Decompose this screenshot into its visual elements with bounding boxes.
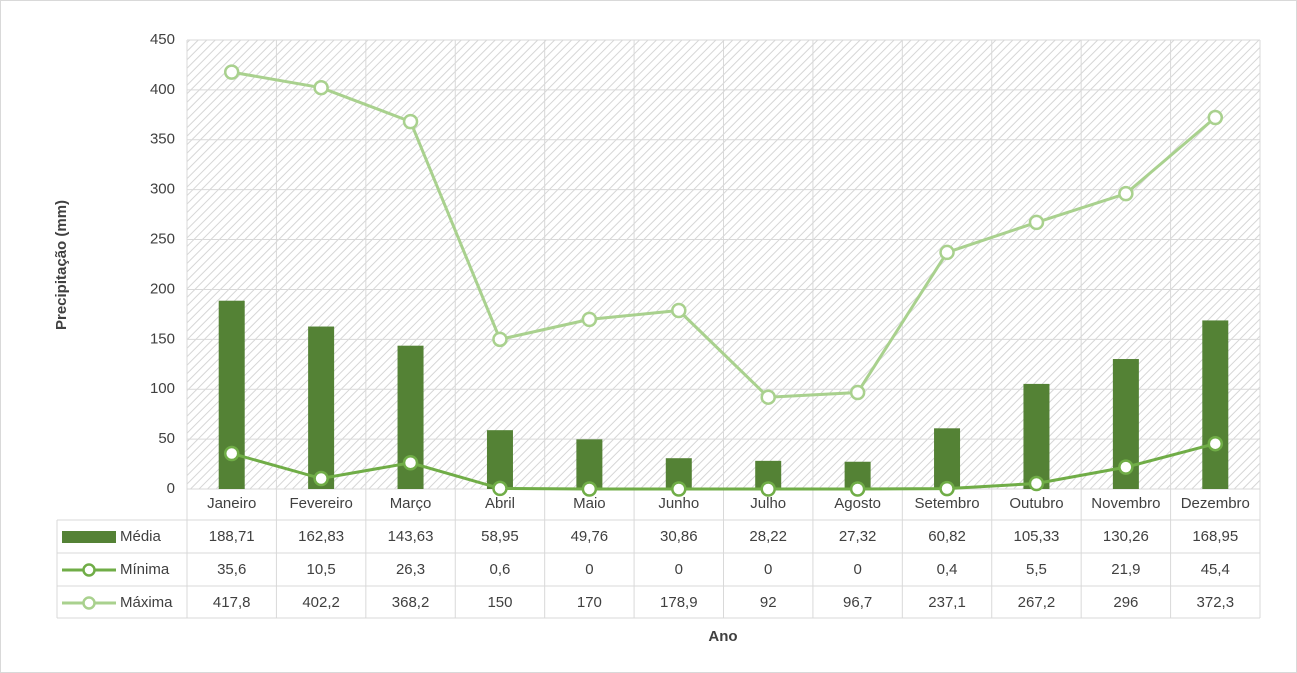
table-cell: 60,82 (928, 528, 966, 545)
table-cell: 178,9 (660, 594, 698, 611)
table-cell: 237,1 (928, 594, 966, 611)
table-cell: 96,7 (843, 594, 872, 611)
table-cell: 28,22 (749, 528, 787, 545)
marker (939, 480, 955, 497)
marker (1028, 214, 1045, 231)
x-axis-title: Ano (708, 628, 737, 645)
marker (671, 302, 687, 319)
y-tick-label: 0 (167, 480, 175, 497)
legend-swatch (62, 531, 116, 543)
x-tick-label: Dezembro (1181, 495, 1250, 512)
marker (402, 455, 419, 471)
marker (581, 311, 598, 328)
marker (313, 470, 329, 487)
table-cell: 402,2 (302, 594, 340, 611)
marker (671, 481, 687, 497)
x-tick-label: Agosto (834, 495, 881, 512)
x-tick-label: Junho (658, 495, 699, 512)
bar (486, 430, 513, 489)
table-cell: 0 (585, 561, 593, 578)
legend-marker (82, 596, 96, 610)
table-cell: 0 (853, 561, 861, 578)
x-tick-label: Janeiro (207, 495, 256, 512)
table-cell: 130,26 (1103, 528, 1149, 545)
x-tick-label: Março (390, 495, 432, 512)
table-cell: 368,2 (392, 594, 430, 611)
x-tick-label: Setembro (915, 495, 980, 512)
table-cell: 105,33 (1014, 528, 1060, 545)
table-cell: 143,63 (388, 528, 434, 545)
marker (849, 384, 866, 401)
x-tick-label: Abril (485, 495, 515, 512)
y-tick-label: 400 (150, 81, 175, 98)
line (231, 70, 1217, 399)
legend-label: Média (120, 528, 162, 545)
marker (1118, 459, 1134, 475)
marker (939, 244, 955, 261)
y-tick-label: 200 (150, 280, 175, 297)
x-tick-label: Julho (750, 495, 786, 512)
y-tick-label: 100 (150, 380, 175, 397)
y-tick-label: 250 (150, 231, 175, 248)
y-tick-label: 300 (150, 181, 175, 198)
bar (1202, 320, 1229, 489)
y-tick-label: 50 (158, 430, 175, 447)
table-cell: 168,95 (1192, 528, 1238, 545)
table-cell: 0 (675, 561, 683, 578)
line (231, 442, 1216, 491)
bar (934, 428, 961, 489)
table-cell: 30,86 (660, 528, 698, 545)
x-tick-label: Outubro (1009, 495, 1063, 512)
bar (576, 439, 603, 489)
marker (223, 445, 240, 462)
table-cell: 26,3 (396, 561, 425, 578)
table-cell: 35,6 (217, 561, 246, 578)
y-tick-label: 350 (150, 131, 175, 148)
table-cell: 150 (487, 594, 512, 611)
marker (492, 480, 508, 497)
table-cell: 0 (764, 561, 772, 578)
marker (1028, 475, 1045, 492)
table-cell: 45,4 (1201, 561, 1230, 578)
x-tick-label: Maio (573, 495, 606, 512)
table-cell: 10,5 (307, 561, 336, 578)
y-axis-title: Precipitação (mm) (53, 200, 70, 330)
x-tick-label: Novembro (1091, 495, 1160, 512)
bar (308, 326, 335, 489)
table-cell: 267,2 (1018, 594, 1056, 611)
marker (581, 481, 598, 497)
marker (492, 331, 508, 348)
bar (1023, 383, 1050, 489)
table-cell: 0,4 (937, 561, 958, 578)
table-cell: 188,71 (209, 528, 255, 545)
marker (1118, 185, 1134, 202)
marker (760, 389, 776, 405)
table-cell: 170 (577, 594, 602, 611)
table-cell: 21,9 (1111, 561, 1140, 578)
table-cell: 162,83 (298, 528, 344, 545)
table-cell: 27,32 (839, 528, 877, 545)
table-cell: 49,76 (571, 528, 609, 545)
marker (313, 79, 329, 96)
legend-label: Máxima (120, 594, 173, 611)
table-cell: 0,6 (490, 561, 511, 578)
y-tick-label: 450 (150, 31, 175, 48)
marker (402, 113, 419, 130)
table-cell: 372,3 (1197, 594, 1235, 611)
marker (1207, 109, 1224, 126)
table-cell: 296 (1113, 594, 1138, 611)
legend-marker (82, 563, 96, 577)
marker (849, 481, 866, 497)
marker (760, 481, 776, 497)
marker (1207, 435, 1224, 452)
x-tick-label: Fevereiro (289, 495, 352, 512)
table-cell: 58,95 (481, 528, 519, 545)
table-cell: 5,5 (1026, 561, 1047, 578)
table-cell: 92 (760, 594, 777, 611)
table-cell: 417,8 (213, 594, 251, 611)
marker (223, 64, 240, 80)
legend-label: Mínima (120, 561, 170, 578)
y-tick-label: 150 (150, 330, 175, 347)
